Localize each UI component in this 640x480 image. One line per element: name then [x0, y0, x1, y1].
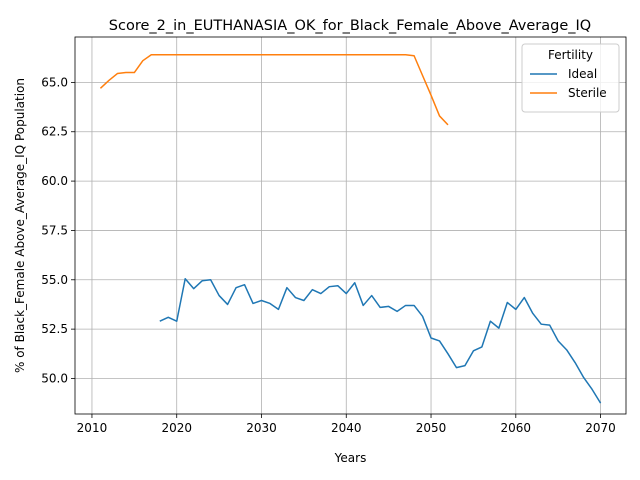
y-tick-label: 65.0	[41, 75, 68, 89]
grid	[75, 37, 626, 414]
x-tick-label: 2030	[246, 421, 277, 435]
x-axis-label: Years	[334, 451, 367, 465]
y-axis-label: % of Black_Female Above_Average_IQ Popul…	[13, 78, 27, 373]
y-tick-label: 52.5	[41, 322, 68, 336]
axes-frame	[74, 36, 627, 415]
y-tick-label: 57.5	[41, 223, 68, 237]
x-tick-label: 2050	[416, 421, 447, 435]
legend-label-sterile: Sterile	[568, 86, 607, 100]
x-tick-label: 2070	[585, 421, 616, 435]
series-line-ideal	[159, 278, 602, 404]
y-tick-label: 55.0	[41, 273, 68, 287]
x-tick-label: 2010	[77, 421, 108, 435]
x-tick-label: 2040	[331, 421, 362, 435]
y-tick-label: 60.0	[41, 174, 68, 188]
x-tick-label: 2020	[161, 421, 192, 435]
series-layer	[99, 54, 602, 404]
chart-title: Score_2_in_EUTHANASIA_OK_for_Black_Femal…	[109, 18, 591, 34]
series-line-sterile	[99, 54, 449, 126]
ticks: 2010 2020 2030 2040 2050 2060 2070 50.0 52.5 55.0…	[41, 75, 616, 435]
legend-box	[521, 43, 620, 113]
x-tick-label: 2060	[501, 421, 532, 435]
legend: Fertility Ideal Sterile	[521, 43, 620, 113]
y-tick-label: 62.5	[41, 125, 68, 139]
y-tick-label: 50.0	[41, 371, 68, 385]
legend-title: Fertility	[548, 48, 593, 62]
legend-label-ideal: Ideal	[568, 67, 597, 81]
